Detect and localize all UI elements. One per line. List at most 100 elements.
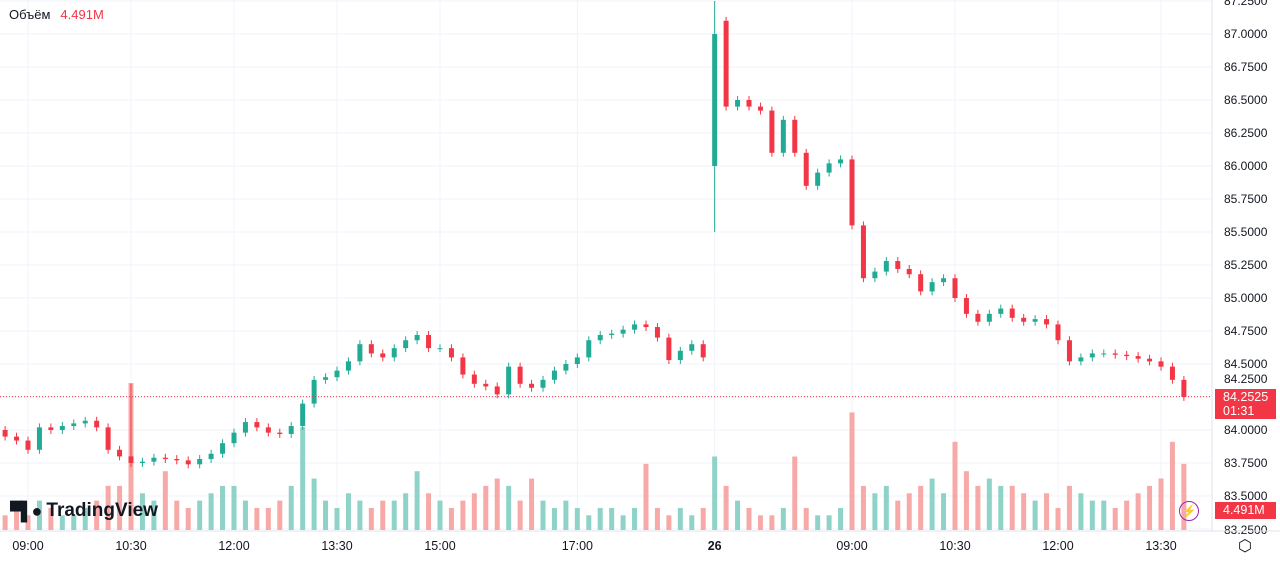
volume-bar	[483, 485, 489, 530]
candle-body	[71, 423, 77, 427]
candle-body	[128, 456, 134, 463]
candle-body	[1112, 353, 1118, 355]
candle-body	[597, 334, 603, 341]
price-tick-label: 85.0000	[1224, 291, 1268, 305]
candle-body	[803, 152, 809, 186]
tradingview-logo[interactable]: ▀▌● TradingView	[10, 500, 158, 522]
candle-body	[815, 172, 821, 186]
volume-bar	[71, 515, 77, 530]
candle-body	[242, 422, 248, 433]
volume-bar	[563, 500, 569, 530]
volume-bar	[391, 500, 397, 530]
price-tick-label: 85.7500	[1224, 192, 1268, 206]
volume-bar	[609, 507, 615, 530]
settings-icon[interactable]: ⬡	[1238, 538, 1252, 555]
candle-body	[735, 100, 741, 107]
candle-body	[1055, 324, 1061, 341]
candle-body	[952, 278, 958, 298]
volume-bar	[139, 493, 145, 530]
volume-bar	[14, 507, 20, 530]
candle-body	[929, 282, 935, 292]
volume-bar	[780, 507, 786, 530]
candle-body	[746, 100, 752, 107]
volume-bar	[769, 515, 775, 530]
price-tick-label: 85.2500	[1224, 258, 1268, 272]
volume-bar	[437, 500, 443, 530]
price-tick-label: 83.2500	[1224, 523, 1268, 537]
time-label: 10:30	[939, 539, 970, 553]
volume-bar	[689, 515, 695, 530]
volume-bar	[620, 515, 626, 530]
lightning-icon[interactable]: ⚡	[1179, 501, 1199, 521]
candle-body	[1124, 354, 1130, 357]
candle-body	[311, 379, 317, 404]
candle-body	[483, 383, 489, 387]
candle-body	[1147, 358, 1153, 362]
candle-body	[689, 344, 695, 351]
candle-body	[208, 453, 214, 460]
volume-bar	[586, 515, 592, 530]
candle-body	[494, 386, 500, 395]
volume-bar	[357, 500, 363, 530]
volume-bar	[677, 507, 683, 530]
candle-body	[139, 461, 145, 463]
volume-bar	[1135, 493, 1141, 530]
time-label: 17:00	[562, 539, 593, 553]
candle-body	[1044, 319, 1050, 325]
volume-bar	[815, 515, 821, 530]
volume-bar	[1009, 485, 1015, 530]
volume-bar	[941, 493, 947, 530]
volume-bar	[986, 478, 992, 530]
volume-bar	[998, 485, 1004, 530]
candle-body	[36, 427, 42, 450]
volume-bar	[460, 500, 466, 530]
time-label: 13:30	[321, 539, 352, 553]
candle-body	[368, 344, 374, 354]
volume-bar	[254, 507, 260, 530]
volume-bar	[277, 500, 283, 530]
candle-body	[517, 366, 523, 384]
volume-bar	[712, 456, 718, 530]
volume-bar	[59, 515, 65, 530]
candle-body	[197, 459, 203, 465]
volume-bar	[895, 500, 901, 530]
volume-bar	[242, 500, 248, 530]
volume-bar	[1169, 441, 1175, 530]
time-label: 15:00	[424, 539, 455, 553]
volume-bar	[197, 500, 203, 530]
time-label: 26	[708, 539, 722, 553]
candle-body	[1089, 353, 1095, 358]
time-label: 09:00	[12, 539, 43, 553]
volume-bar	[334, 507, 340, 530]
bar-countdown: 01:31	[1223, 404, 1255, 418]
volume-bar	[883, 485, 889, 530]
price-tick-label: 86.5000	[1224, 93, 1268, 107]
volume-bar	[654, 507, 660, 530]
candle-body	[300, 403, 306, 427]
volume-bar	[403, 493, 409, 530]
volume-bar	[1147, 485, 1153, 530]
volume-bar	[1066, 485, 1072, 530]
price-tick-label: 87.2500	[1224, 0, 1268, 8]
candle-body	[2, 430, 8, 437]
candle-body	[94, 420, 100, 428]
time-label: 12:00	[218, 539, 249, 553]
candle-body	[506, 366, 512, 395]
candle-body	[323, 377, 329, 380]
volume-bar	[231, 485, 237, 530]
candle-body	[712, 34, 718, 166]
logo-text: TradingView	[46, 500, 158, 521]
candle-body	[586, 340, 592, 358]
volume-bar	[311, 478, 317, 530]
candle-body	[654, 327, 660, 338]
volume-bar	[1078, 493, 1084, 530]
candle-body	[391, 348, 397, 358]
volume-bar	[105, 485, 111, 530]
volume-bar	[36, 500, 42, 530]
volume-bar	[1044, 493, 1050, 530]
candle-body	[426, 334, 432, 349]
candle-body	[265, 427, 271, 433]
volume-bar	[666, 515, 672, 530]
